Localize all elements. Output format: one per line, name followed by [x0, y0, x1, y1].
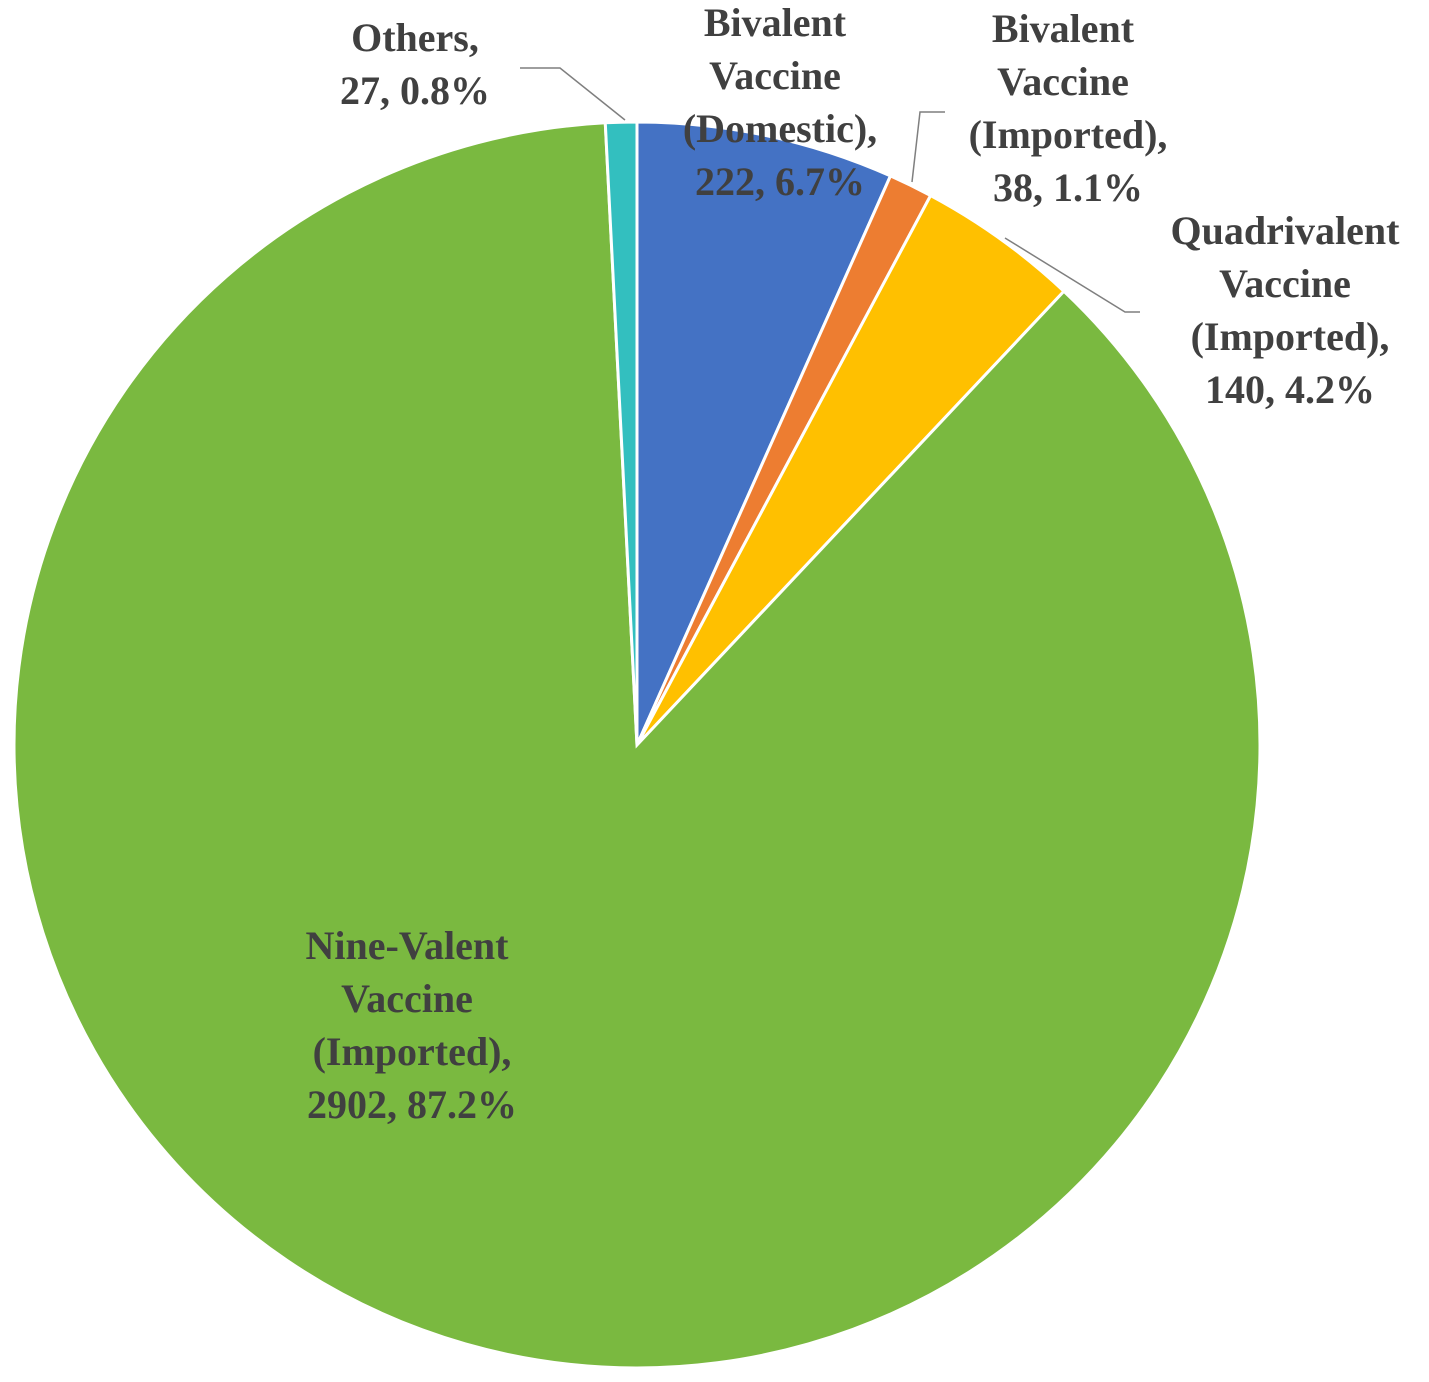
slice-value-label: 38, 1.1% [993, 165, 1143, 210]
pie-slice [12, 121, 1262, 1370]
slice-value-label: 222, 6.7% [695, 159, 865, 204]
label-line: Vaccine [709, 53, 851, 98]
label-line: Quadrivalent [1171, 208, 1410, 253]
pie-slice [635, 120, 893, 746]
label-line: Vaccine [997, 59, 1139, 104]
slice-value-label: 27, 0.8% [340, 68, 490, 113]
slice-category-label: Bivalent Vaccine (Imported), [969, 6, 1168, 157]
leader-line [520, 67, 626, 121]
slice-value-label: 2902, 87.2% [307, 1082, 517, 1127]
leader-line [911, 111, 945, 183]
label-line: Others, [351, 15, 479, 60]
label-line: Bivalent [704, 0, 856, 45]
pie-slice [603, 120, 639, 746]
label-line: Vaccine [341, 976, 483, 1021]
label-line: Nine-Valent [306, 923, 519, 968]
label-line: (Imported), [1191, 314, 1390, 359]
label-line: Bivalent [992, 6, 1144, 51]
slice-category-label: Others, [351, 15, 479, 60]
slice-category-label: Nine-Valent Vaccine (Imported), [306, 923, 519, 1074]
label-line: Vaccine [1219, 261, 1361, 306]
slice-category-label: Bivalent Vaccine (Domestic), [683, 0, 877, 151]
slice-category-label: Quadrivalent Vaccine (Imported), [1171, 208, 1410, 359]
label-line: (Imported), [313, 1029, 512, 1074]
label-line: (Domestic), [683, 106, 877, 151]
slice-value-label: 140, 4.2% [1205, 367, 1375, 412]
leader-line [1004, 237, 1140, 313]
label-line: (Imported), [969, 112, 1168, 157]
